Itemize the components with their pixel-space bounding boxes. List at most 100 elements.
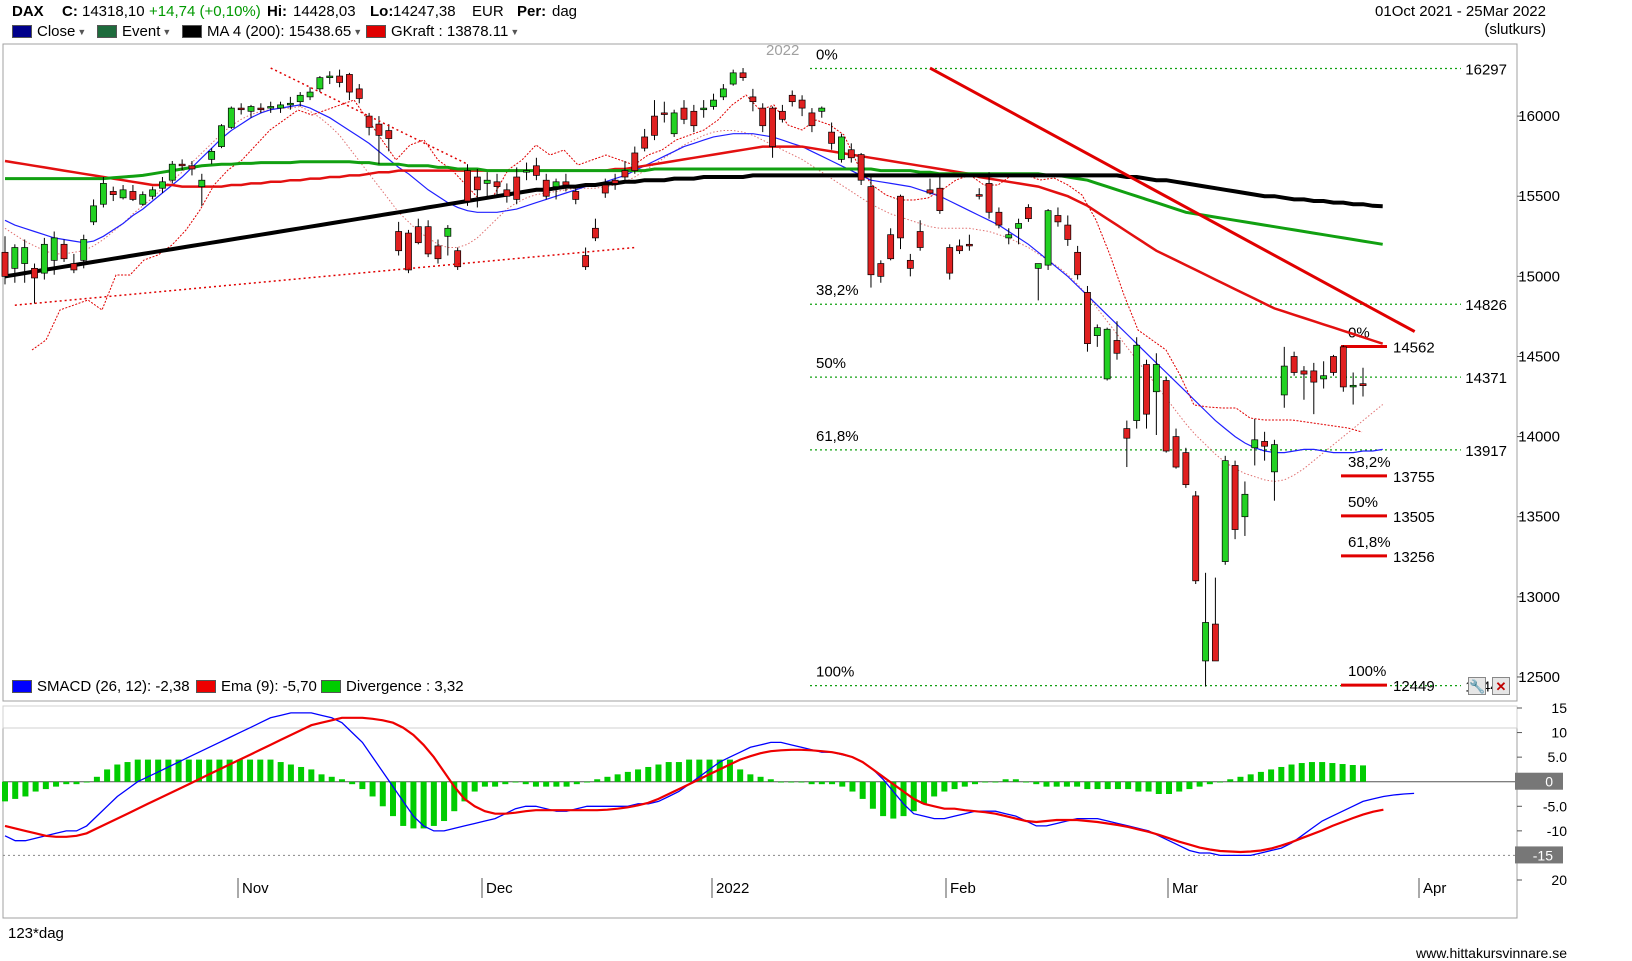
- candle-body: [1330, 356, 1337, 373]
- candle-body: [621, 170, 629, 178]
- divergence-bar: [287, 764, 294, 782]
- divergence-bar: [298, 766, 305, 782]
- date-range: 01Oct 2021 - 25Mar 2022: [1375, 3, 1546, 20]
- divergence-bar: [1268, 769, 1275, 782]
- candle-body: [385, 130, 393, 139]
- divergence-bar: [1206, 781, 1213, 785]
- candle-body: [60, 243, 68, 260]
- divergence-bar: [93, 776, 100, 782]
- divergence-bar: [1074, 781, 1081, 787]
- candle-body: [1133, 344, 1141, 421]
- divergence-bar: [114, 764, 121, 782]
- divergence-bar: [747, 774, 754, 782]
- candle-body: [887, 234, 895, 260]
- wrench-icon[interactable]: 🔧: [1468, 677, 1486, 695]
- legend-close[interactable]: Close ▼: [12, 23, 86, 40]
- candle-body: [483, 179, 491, 184]
- candle-body: [985, 183, 993, 213]
- y-tick-label: 15500: [1518, 188, 1560, 205]
- divergence-bar: [645, 766, 652, 782]
- candle-body: [100, 183, 107, 205]
- candle-body: [21, 247, 29, 264]
- divergence-bar: [185, 759, 192, 782]
- fib-minor-label: 100%: [1348, 663, 1386, 680]
- fib-major-value: 14371: [1465, 370, 1507, 387]
- divergence-bar: [277, 762, 284, 782]
- fib-minor-value: 12449: [1393, 678, 1435, 695]
- candle-body: [227, 107, 235, 128]
- candle-body: [847, 149, 855, 159]
- candle-body: [670, 112, 678, 135]
- candle-body: [80, 239, 88, 261]
- macd-tick-label: -15: [1533, 847, 1553, 863]
- divergence-bar: [369, 781, 376, 797]
- macd-tick-label: 10: [1551, 725, 1567, 741]
- macd-tick-label: -10: [1547, 823, 1567, 839]
- y-tick-label: 13500: [1518, 509, 1560, 526]
- legend-ma200[interactable]: MA 4 (200): 15438.65 ▼: [182, 23, 362, 40]
- candle-body: [582, 255, 589, 268]
- candle-body: [897, 195, 904, 239]
- candle-body: [218, 125, 225, 147]
- legend-divergence[interactable]: Divergence : 3,32: [321, 678, 464, 695]
- divergence-bar: [982, 781, 989, 783]
- candle-body: [877, 263, 885, 277]
- legend-gkraft[interactable]: GKraft : 13878.11 ▼: [366, 23, 519, 40]
- candle-body: [1280, 365, 1288, 396]
- candle-body: [464, 170, 471, 202]
- currency: EUR: [472, 3, 504, 20]
- high-label: Hi:: [267, 3, 287, 20]
- period-value: dag: [552, 3, 578, 20]
- candle-body: [90, 205, 97, 223]
- fib-major-value: 16297: [1465, 62, 1507, 79]
- divergence-bar: [1104, 781, 1111, 790]
- close-icon[interactable]: ✕: [1492, 677, 1510, 695]
- candle-body: [1221, 460, 1229, 562]
- candle-body: [798, 99, 806, 109]
- close-swatch: [12, 25, 32, 38]
- divergence-bar: [206, 759, 213, 782]
- divergence-bar: [706, 759, 713, 782]
- legend-smacd[interactable]: SMACD (26, 12): -2,38: [12, 678, 190, 695]
- divergence-bar: [165, 759, 172, 782]
- candle-body: [70, 263, 78, 271]
- divergence-bar: [624, 771, 631, 782]
- divergence-bar: [1227, 779, 1234, 782]
- dropdown-icon: ▼: [510, 26, 520, 37]
- divergence-bar: [665, 762, 672, 782]
- legend-gkraft-label: GKraft : 13878.11: [391, 23, 509, 40]
- divergence-bar: [226, 759, 233, 782]
- candle-body: [1192, 495, 1200, 582]
- trendline: [14, 246, 635, 306]
- dropdown-icon: ▼: [77, 26, 87, 37]
- divergence-bar: [308, 769, 315, 782]
- divergence-bar: [880, 781, 887, 817]
- candle-body: [965, 243, 973, 247]
- candle-body: [1271, 444, 1278, 473]
- divergence-bar: [839, 781, 846, 787]
- candle-body: [523, 170, 530, 173]
- low-value: 14247,38: [393, 3, 456, 20]
- fib-minor-label: 38,2%: [1348, 454, 1391, 471]
- legend-ema[interactable]: Ema (9): -5,70: [196, 678, 317, 695]
- candle-body: [129, 191, 137, 200]
- macd-value-box: [1515, 772, 1563, 790]
- candle-body: [759, 107, 767, 127]
- divergence-bar: [737, 769, 744, 782]
- legend-close-label: Close: [37, 23, 76, 40]
- candle-body: [916, 231, 924, 248]
- close-value: 14318,10: [82, 3, 145, 20]
- candle-body: [1290, 356, 1298, 373]
- candle-body: [119, 189, 127, 199]
- legend-event[interactable]: Event ▼: [97, 23, 171, 40]
- divergence-bar: [1155, 781, 1162, 794]
- divergence-bar: [1349, 765, 1356, 782]
- candle-body: [365, 115, 373, 128]
- divergence-bar: [1063, 781, 1070, 787]
- y-tick-label: 15000: [1518, 268, 1560, 285]
- candle-body: [1231, 465, 1239, 530]
- divergence-bar: [1360, 765, 1366, 782]
- candle-body: [926, 189, 934, 194]
- candle-body: [651, 115, 658, 136]
